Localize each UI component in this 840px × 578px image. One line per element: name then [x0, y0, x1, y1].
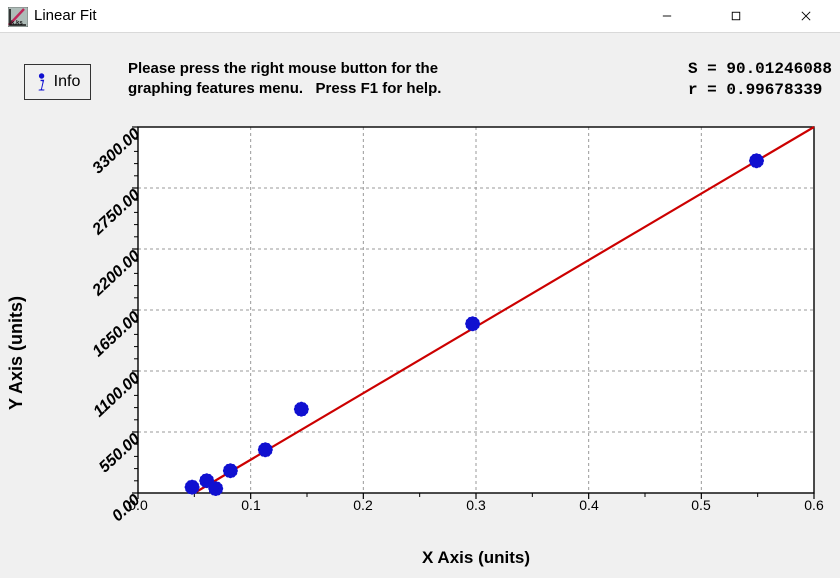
- svg-text:k,ks: k,ks: [11, 21, 23, 27]
